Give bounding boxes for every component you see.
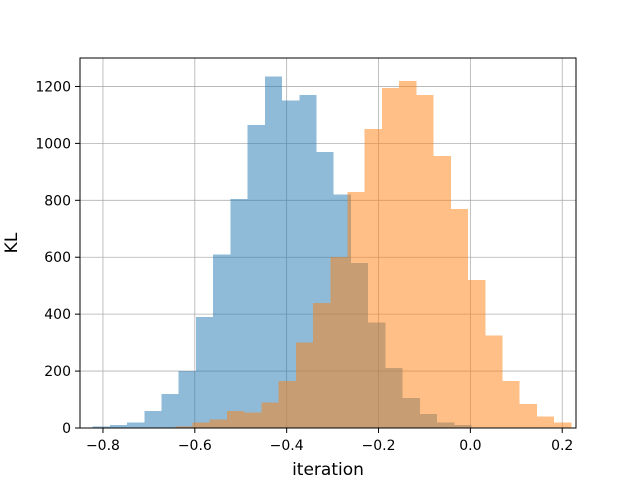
histogram-bar — [519, 403, 537, 428]
histogram-bars — [92, 76, 572, 429]
x-tick-label: 0.0 — [459, 438, 481, 454]
histogram-bar — [502, 381, 520, 428]
x-tick-label: −0.2 — [362, 438, 396, 454]
histogram-bar — [468, 280, 486, 428]
y-tick-label: 800 — [44, 193, 71, 209]
histogram-bar — [399, 80, 417, 429]
histogram-bar — [330, 257, 348, 428]
plot-frame — [79, 57, 577, 429]
histogram-bar — [144, 410, 162, 428]
histogram-bar — [209, 419, 227, 428]
histogram-bar — [109, 425, 128, 428]
y-tick-label: 0 — [62, 421, 71, 437]
y-tick-label: 1200 — [35, 79, 71, 95]
histogram-bar — [175, 426, 193, 428]
y-tick-label: 1000 — [35, 136, 71, 152]
y-tick-label: 600 — [44, 250, 71, 266]
histogram-bar — [282, 100, 300, 428]
histogram-bar — [161, 393, 179, 428]
histogram-bar — [195, 317, 214, 428]
x-axis-label: iteration — [292, 460, 364, 480]
x-tick-label: −0.8 — [86, 438, 120, 454]
histogram-bar — [313, 302, 331, 428]
x-tick-label: −0.6 — [178, 438, 212, 454]
histogram-bar — [247, 124, 265, 428]
histogram-bar — [92, 426, 110, 428]
histogram-bar — [278, 381, 296, 428]
histogram-bar — [433, 156, 451, 428]
histogram-bar — [244, 412, 262, 428]
x-tick-label: −0.4 — [270, 438, 304, 454]
histogram-bar — [178, 371, 196, 428]
histogram-bar — [226, 410, 245, 428]
histogram-bar — [416, 95, 434, 428]
histogram-bar — [554, 422, 572, 428]
y-axis-label: KL — [2, 232, 22, 253]
histogram-bar — [364, 129, 382, 428]
histogram-bar — [347, 191, 365, 428]
histogram-bar — [295, 342, 314, 428]
histogram-bar — [485, 335, 503, 428]
x-axis-ticks: −0.8 −0.6 −0.4 −0.2 0.0 0.2 — [86, 428, 573, 454]
histogram-bar — [230, 198, 248, 428]
x-tick-label: 0.2 — [551, 438, 573, 454]
histogram-bar — [381, 87, 400, 428]
histogram-bar — [261, 402, 279, 428]
histogram-bar — [450, 208, 469, 428]
histogram-bar — [536, 416, 555, 428]
histogram-bar — [127, 422, 145, 428]
y-tick-label: 400 — [44, 307, 71, 323]
histogram-bar — [192, 422, 210, 428]
histogram-series-2 — [175, 80, 572, 429]
y-tick-label: 200 — [44, 364, 71, 380]
histogram-bar — [213, 254, 231, 428]
y-axis-ticks: 0 200 400 600 800 1000 1200 — [35, 79, 80, 437]
histogram-bar — [264, 76, 283, 428]
